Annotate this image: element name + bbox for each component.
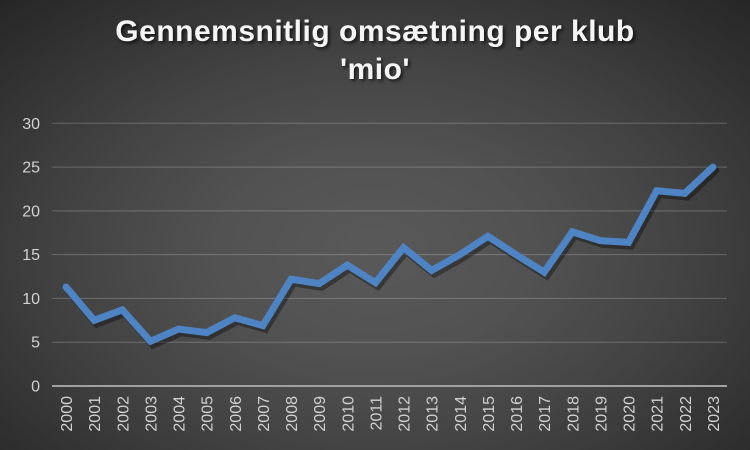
x-axis-tick-label: 2004	[172, 396, 189, 432]
title-line-1: Gennemsnitlig omsætning per klub	[115, 15, 635, 48]
x-axis-tick-label: 2010	[340, 396, 357, 432]
x-axis-tick-label: 2003	[143, 396, 160, 432]
y-axis-tick-label: 25	[22, 160, 40, 177]
x-axis-tick-label: 2015	[481, 396, 498, 432]
title-line-2: 'mio'	[339, 53, 411, 86]
x-axis-tick-label: 2001	[87, 396, 104, 432]
x-axis-tick-label: 2016	[509, 396, 526, 432]
x-axis-tick-label: 2021	[650, 396, 667, 432]
x-axis-tick-label: 2011	[368, 396, 385, 431]
y-axis-tick-label: 20	[22, 203, 40, 220]
x-axis-tick-label: 2000	[59, 396, 76, 432]
x-axis-tick-label: 2013	[425, 396, 442, 432]
x-axis-tick-label: 2009	[312, 396, 329, 432]
x-axis-tick-label: 2006	[228, 396, 245, 432]
x-axis-tick-label: 2014	[453, 396, 470, 432]
x-axis-tick-label: 2019	[593, 396, 610, 432]
y-axis-tick-label: 0	[31, 379, 40, 396]
x-axis-tick-label: 2023	[706, 396, 723, 432]
y-axis-tick-label: 15	[22, 247, 40, 264]
chart-title: Gennemsnitlig omsætning per klub 'mio'	[0, 13, 750, 89]
x-axis-tick-label: 2007	[256, 396, 273, 432]
x-axis-tick-label: 2022	[678, 396, 695, 432]
x-axis-tick-label: 2002	[115, 396, 132, 432]
x-axis-tick-label: 2012	[397, 396, 414, 432]
y-axis-tick-label: 5	[31, 335, 40, 352]
y-axis-tick-label: 10	[22, 291, 40, 308]
x-axis-tick-label: 2020	[622, 396, 639, 432]
y-axis-tick-label: 30	[22, 116, 40, 133]
x-axis-tick-label: 2018	[565, 396, 582, 432]
revenue-line	[62, 163, 717, 346]
x-axis-tick-label: 2008	[284, 396, 301, 432]
x-axis-tick-label: 2005	[200, 396, 217, 432]
x-axis-tick-label: 2017	[537, 396, 554, 432]
